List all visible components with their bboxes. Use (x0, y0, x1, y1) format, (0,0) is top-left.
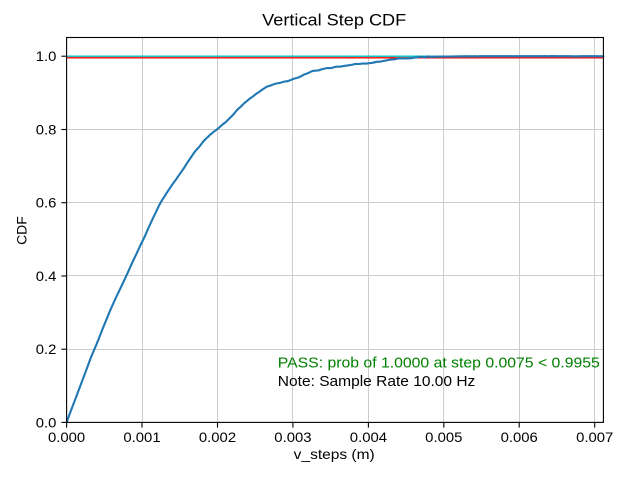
svg-text:0.2: 0.2 (36, 341, 57, 357)
svg-text:0.001: 0.001 (123, 429, 160, 445)
svg-text:Note: Sample Rate 10.00 Hz: Note: Sample Rate 10.00 Hz (278, 374, 476, 390)
svg-text:CDF: CDF (13, 216, 29, 245)
svg-text:0.005: 0.005 (425, 429, 462, 445)
svg-text:PASS: prob of 1.0000 at step 0: PASS: prob of 1.0000 at step 0.0075 < 0.… (278, 356, 600, 372)
svg-text:0.006: 0.006 (501, 429, 538, 445)
svg-text:0.000: 0.000 (48, 429, 85, 445)
svg-text:0.002: 0.002 (199, 429, 236, 445)
svg-text:0.4: 0.4 (36, 268, 57, 284)
svg-text:v_steps (m): v_steps (m) (294, 446, 375, 462)
svg-text:0.004: 0.004 (350, 429, 387, 445)
svg-text:0.6: 0.6 (36, 195, 57, 211)
svg-text:0.8: 0.8 (36, 121, 57, 137)
svg-text:0.0: 0.0 (36, 414, 57, 430)
svg-text:0.003: 0.003 (274, 429, 311, 445)
svg-text:0.007: 0.007 (576, 429, 613, 445)
svg-text:1.0: 1.0 (36, 48, 57, 64)
svg-text:Vertical Step CDF: Vertical Step CDF (262, 11, 406, 30)
